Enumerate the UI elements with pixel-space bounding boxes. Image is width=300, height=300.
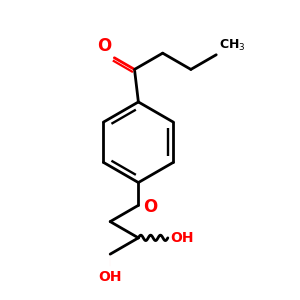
Text: OH: OH — [98, 270, 122, 283]
Text: O: O — [143, 198, 157, 216]
Text: OH: OH — [170, 231, 194, 245]
Text: CH$_3$: CH$_3$ — [219, 38, 245, 53]
Text: O: O — [97, 38, 111, 56]
